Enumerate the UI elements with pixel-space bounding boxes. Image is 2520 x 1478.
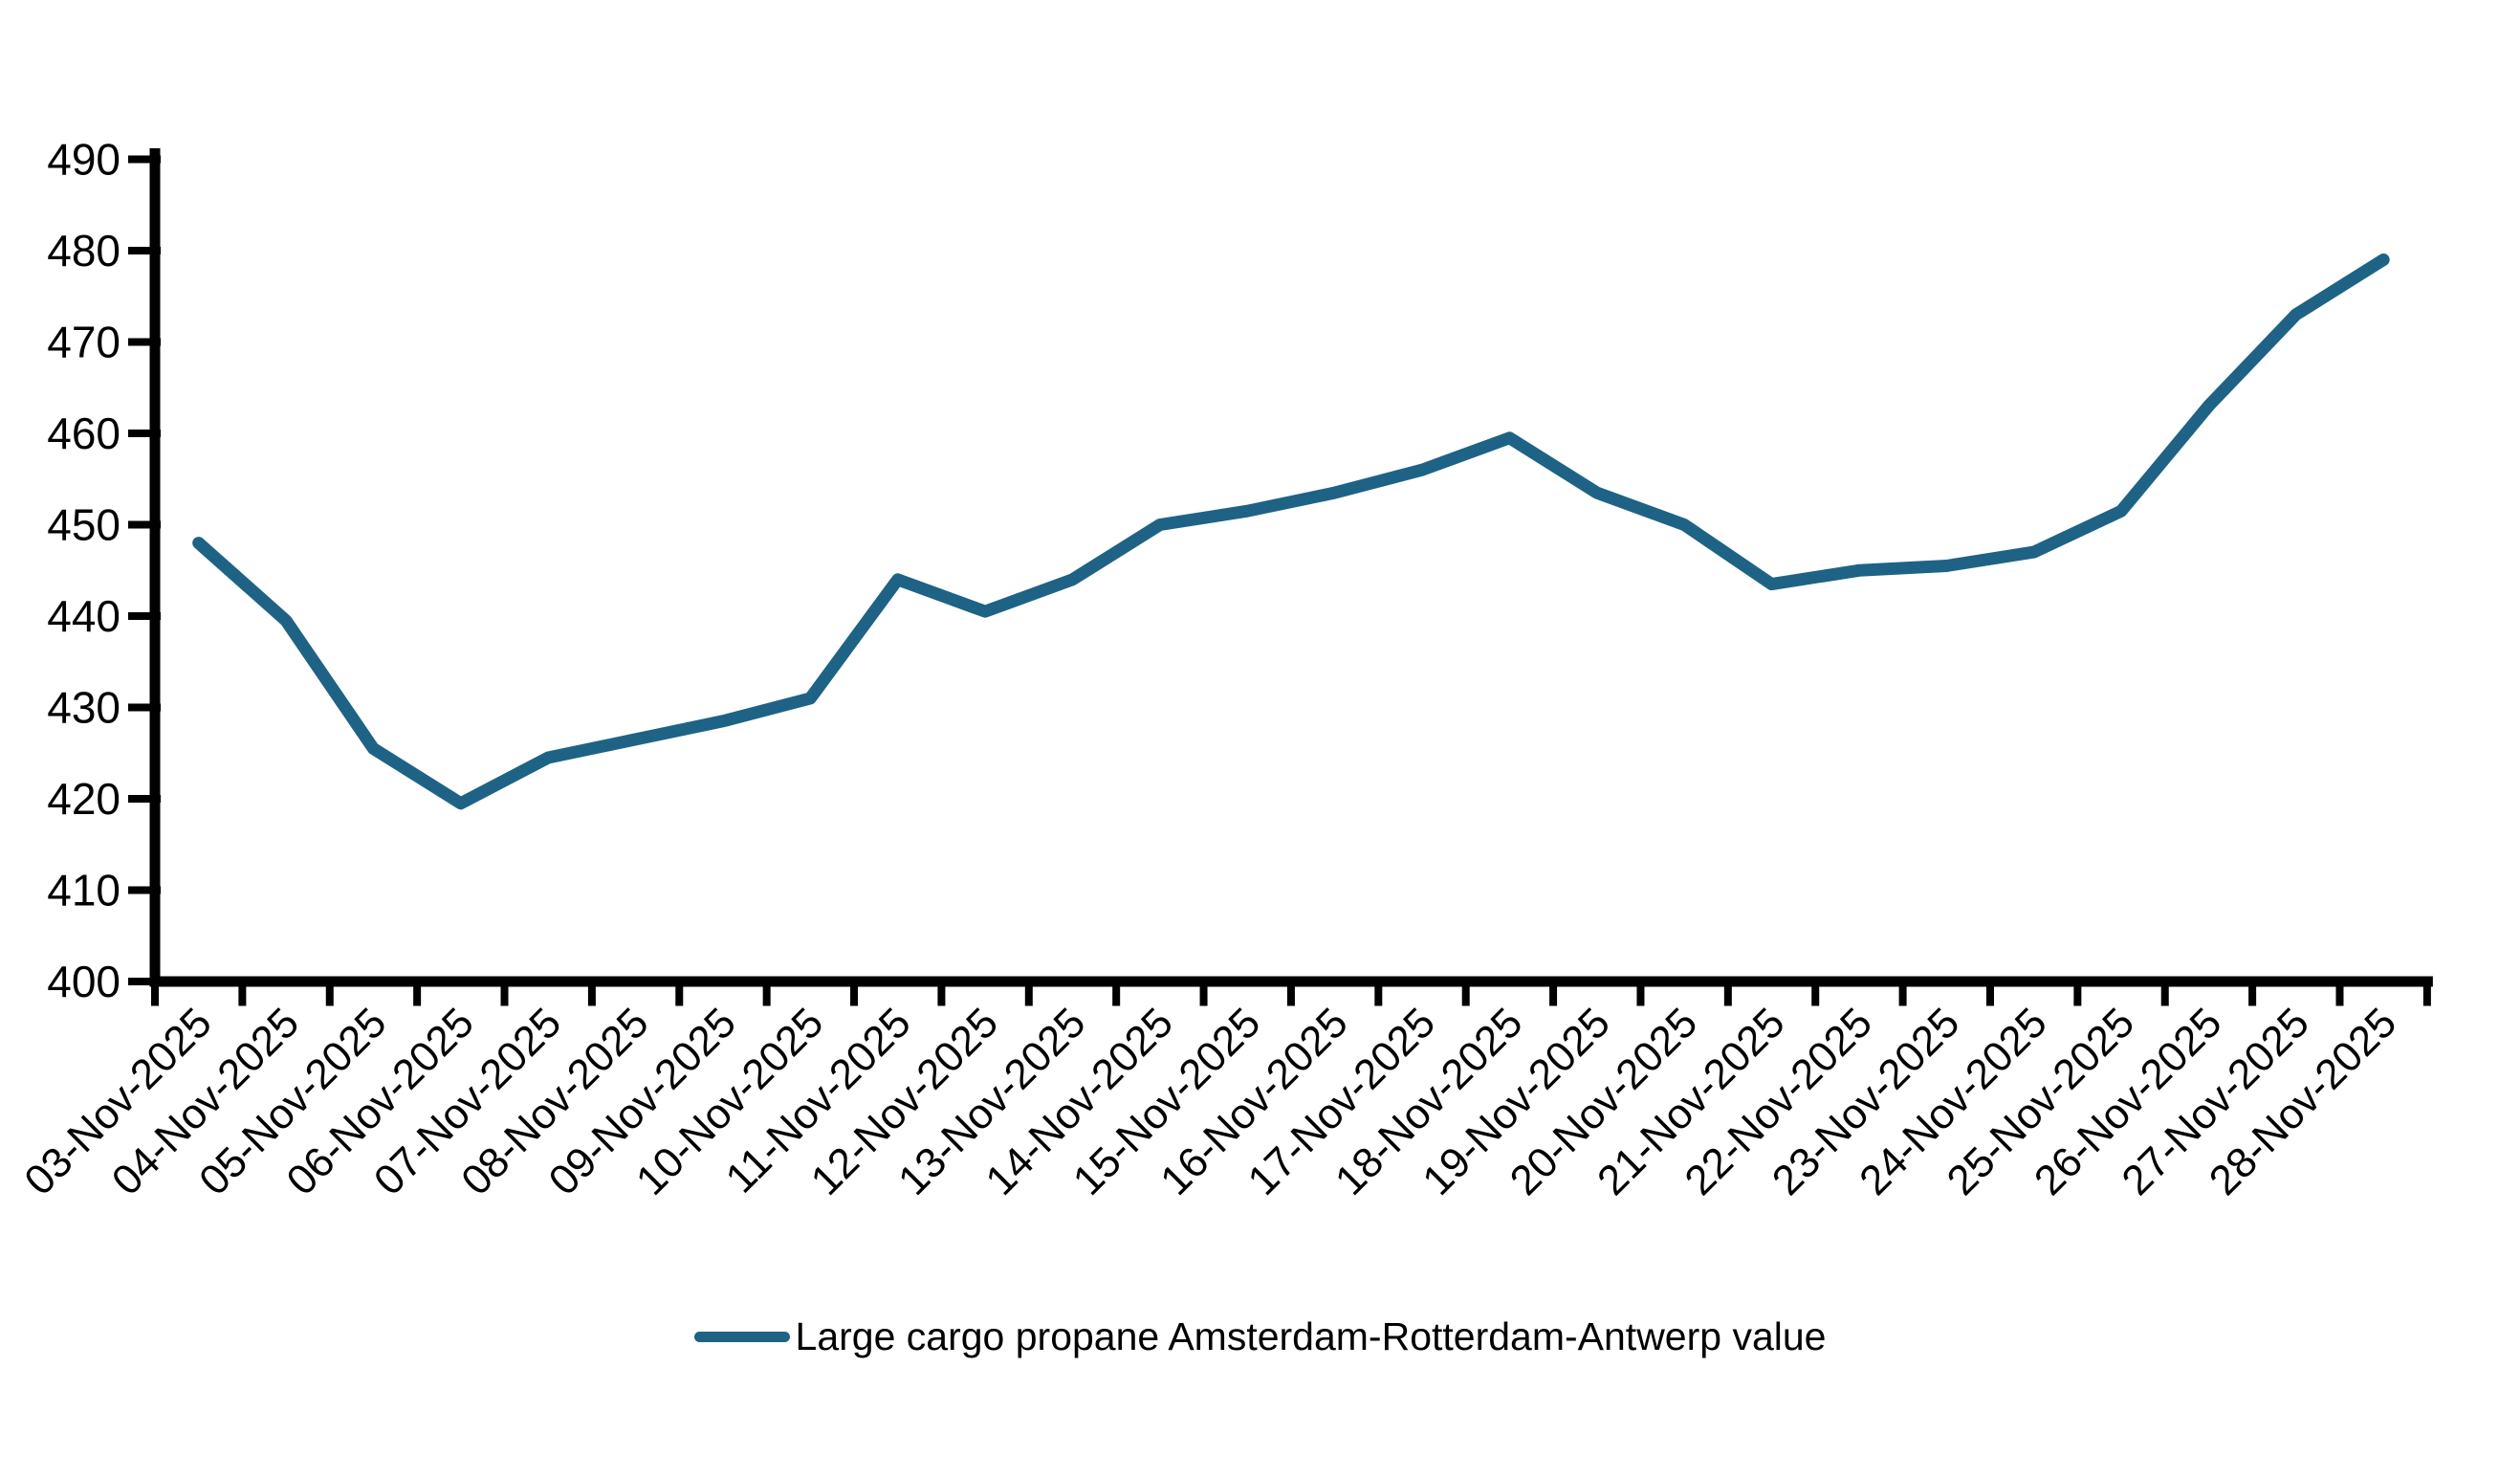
y-tick-label: 400 [47, 957, 121, 1006]
x-tick [937, 976, 946, 1006]
x-tick [2248, 976, 2257, 1006]
y-tick [128, 795, 161, 803]
x-tick [2073, 976, 2082, 1006]
x-tick [1286, 976, 1295, 1006]
legend-label: Large cargo propane Amsterdam-Rotterdam-… [795, 1314, 1827, 1358]
x-tick [1461, 976, 1470, 1006]
x-tick [500, 976, 509, 1006]
x-tick [1549, 976, 1558, 1006]
y-tick [128, 338, 161, 346]
x-tick [2335, 976, 2344, 1006]
y-tick-label: 450 [47, 500, 121, 550]
x-tick [238, 976, 247, 1006]
x-tick [1723, 976, 1732, 1006]
x-tick [325, 976, 334, 1006]
y-tick [128, 886, 161, 894]
x-axis [149, 976, 2433, 987]
y-tick [128, 155, 161, 164]
x-tick [850, 976, 859, 1006]
x-tick [1024, 976, 1033, 1006]
y-tick-label: 480 [47, 226, 121, 276]
x-tick [1985, 976, 1994, 1006]
x-tick [762, 976, 771, 1006]
legend: Large cargo propane Amsterdam-Rotterdam-… [0, 1314, 2520, 1359]
x-tick [1811, 976, 1820, 1006]
y-tick [128, 703, 161, 712]
x-tick [1374, 976, 1383, 1006]
y-axis [149, 148, 161, 987]
y-tick [128, 520, 161, 529]
legend-line-swatch-icon [693, 1332, 790, 1343]
x-tick [413, 976, 422, 1006]
y-tick-label: 470 [47, 318, 121, 367]
y-tick [128, 978, 161, 985]
y-tick-label: 410 [47, 866, 121, 915]
x-tick [1898, 976, 1907, 1006]
y-tick-label: 420 [47, 774, 121, 824]
x-tick [151, 976, 159, 1006]
x-tick [1112, 976, 1121, 1006]
y-tick-label: 440 [47, 591, 121, 641]
y-tick [128, 430, 161, 437]
y-tick-label: 430 [47, 683, 121, 733]
y-tick-label: 460 [47, 408, 121, 458]
x-tick [675, 976, 684, 1006]
y-tick [128, 612, 161, 620]
x-tick [2422, 976, 2431, 1006]
y-tick-label: 490 [47, 135, 121, 185]
y-tick [128, 247, 161, 254]
x-tick [1636, 976, 1645, 1006]
data-line-propane-value [192, 254, 2390, 810]
x-tick [2160, 976, 2169, 1006]
x-tick [1199, 976, 1208, 1006]
x-tick [587, 976, 596, 1006]
